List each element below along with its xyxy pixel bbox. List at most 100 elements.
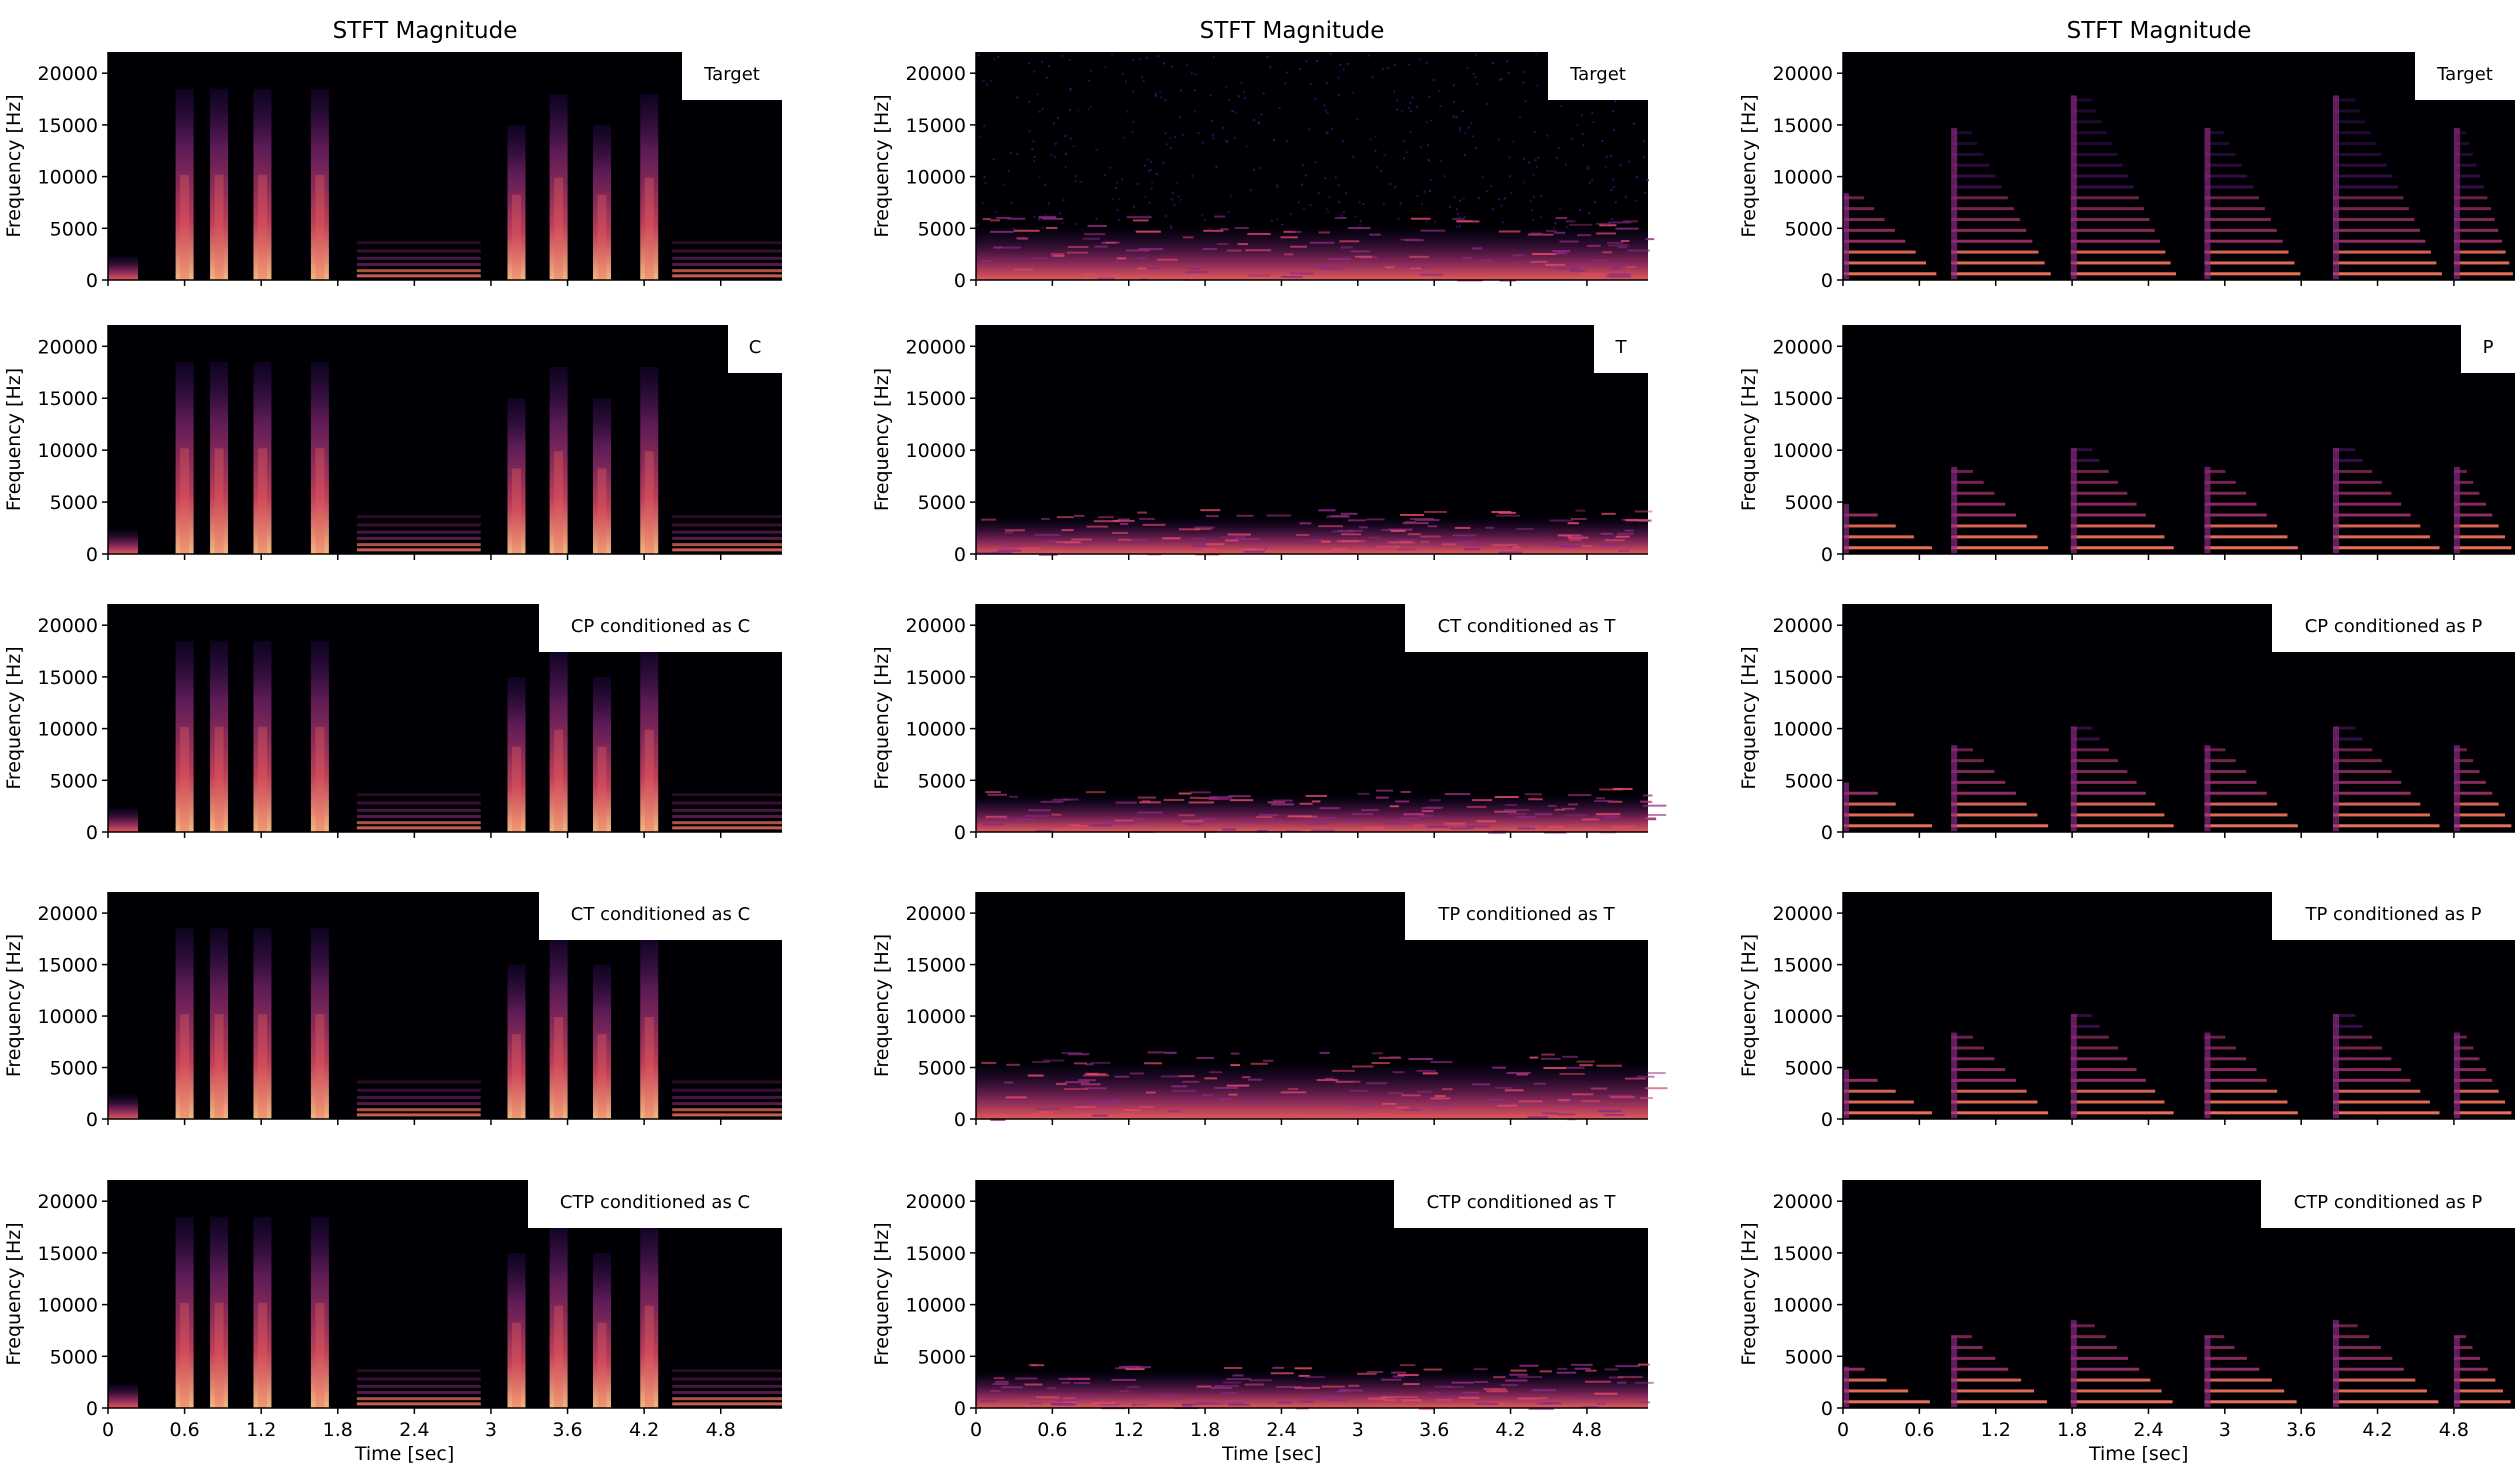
spectrogram-harmonic bbox=[1951, 502, 2006, 506]
spectrogram-noise bbox=[1434, 220, 1437, 223]
spectrogram-noise bbox=[1309, 204, 1312, 207]
spectrogram-noise bbox=[1472, 135, 1475, 138]
spectrogram-harmonic bbox=[2070, 491, 2128, 495]
spectrogram-partial bbox=[1326, 1399, 1348, 1402]
spectrogram-noise bbox=[1278, 107, 1281, 110]
x-tick-label: 1.2 bbox=[1114, 1419, 1144, 1441]
spectrogram-noise bbox=[1045, 76, 1048, 79]
spectrogram-noise bbox=[1164, 214, 1167, 217]
y-tick-label: 15000 bbox=[1773, 955, 1833, 977]
spectrogram-harmonic bbox=[1951, 1389, 2035, 1393]
spectrogram-harmonic bbox=[1951, 480, 1984, 484]
spectrogram-harmonic bbox=[2333, 185, 2398, 189]
spectrogram-harmonic bbox=[1951, 1335, 1972, 1339]
panel-label: T bbox=[1615, 337, 1628, 358]
spectrogram-partial bbox=[1234, 538, 1261, 541]
spectrogram-partial bbox=[1528, 798, 1543, 801]
y-axis-label: Frequency [Hz] bbox=[3, 1222, 25, 1365]
y-tick-label: 0 bbox=[1821, 1398, 1833, 1420]
panel-label-box bbox=[2461, 325, 2515, 373]
spectrogram-partial bbox=[1400, 263, 1409, 266]
spectrogram-partial bbox=[1277, 1401, 1292, 1404]
spectrogram-noise bbox=[1609, 155, 1612, 158]
spectrogram-noise bbox=[1162, 161, 1165, 164]
spectrogram-harmonic bbox=[1951, 152, 1984, 156]
spectrogram-harmonic bbox=[2204, 791, 2267, 795]
spectrogram-partial bbox=[1350, 1089, 1368, 1092]
spectrogram-partial bbox=[1401, 1399, 1422, 1402]
spectrogram-harmonic bbox=[1951, 802, 2027, 806]
spectrogram-noise bbox=[1430, 119, 1433, 122]
spectrogram-noise bbox=[1122, 136, 1125, 139]
spectrogram-partial bbox=[993, 1377, 1005, 1380]
spectrogram-harmonic bbox=[1843, 802, 1896, 806]
spectrogram-harmonic bbox=[672, 814, 782, 818]
spectrogram-harmonic bbox=[356, 274, 481, 278]
spectrogram-partial bbox=[1367, 829, 1386, 832]
spectrogram-noise bbox=[1243, 90, 1246, 93]
spectrogram-partial bbox=[1171, 1085, 1188, 1088]
spectrogram-noise bbox=[1419, 146, 1422, 149]
spectrogram-noise bbox=[1036, 93, 1039, 96]
spectrogram-noise bbox=[986, 83, 989, 86]
spectrogram-partial bbox=[998, 549, 1022, 552]
x-tick-label: 2.4 bbox=[2133, 1419, 2163, 1441]
spectrogram-harmonic bbox=[2333, 98, 2356, 102]
spectrogram-noise bbox=[1578, 209, 1581, 212]
spectrogram-partial bbox=[1180, 277, 1190, 280]
spectrogram-noise bbox=[1087, 107, 1090, 110]
spectrogram-noise bbox=[1601, 139, 1604, 142]
spectrogram-partial bbox=[1205, 515, 1219, 518]
spectrogram-partial bbox=[1494, 810, 1517, 813]
spectrogram-partial bbox=[1568, 262, 1593, 265]
spectrogram-partial bbox=[1230, 1064, 1241, 1067]
spectrogram-partial bbox=[987, 793, 1007, 796]
spectrogram-harmonic bbox=[356, 808, 481, 812]
spectrogram-partial bbox=[1271, 803, 1294, 806]
spectrogram-noise bbox=[1540, 195, 1543, 198]
spectrogram-harmonic bbox=[2070, 1346, 2117, 1350]
y-tick-label: 10000 bbox=[1773, 1006, 1833, 1028]
spectrogram-partial bbox=[1476, 820, 1497, 823]
spectrogram-partial bbox=[1391, 1371, 1407, 1374]
spectrogram-noise bbox=[1358, 224, 1361, 227]
spectrogram-content bbox=[1843, 448, 2512, 554]
x-tick-label: 3.6 bbox=[2286, 1419, 2316, 1441]
spectrogram-harmonic bbox=[2070, 726, 2093, 730]
spectrogram-partial bbox=[1454, 526, 1471, 529]
spectrogram-noise bbox=[1474, 53, 1477, 56]
spectrogram-noise bbox=[1118, 219, 1121, 222]
spectrogram-harmonic bbox=[2453, 480, 2474, 484]
spectrogram-harmonic bbox=[2453, 1035, 2467, 1039]
spectrogram-harmonic bbox=[356, 548, 481, 552]
spectrogram-harmonic bbox=[2453, 780, 2486, 784]
spectrogram-harmonic bbox=[1843, 791, 1878, 795]
plot-area bbox=[1843, 325, 2515, 554]
spectrogram-harmonic bbox=[2070, 218, 2150, 222]
spectrogram-noise bbox=[1069, 108, 1072, 111]
spectrogram-noise bbox=[1619, 164, 1622, 167]
spectrogram-noise bbox=[1427, 159, 1430, 162]
spectrogram-harmonic bbox=[2453, 196, 2488, 200]
y-tick-label: 0 bbox=[86, 1398, 98, 1420]
y-tick-label: 10000 bbox=[906, 440, 966, 462]
spectrogram-partial bbox=[1017, 547, 1041, 550]
spectrogram-noise bbox=[1164, 99, 1167, 102]
x-tick-label: 0 bbox=[970, 1419, 982, 1441]
spectrogram-burst-core bbox=[180, 448, 190, 554]
spectrogram-noise bbox=[1393, 63, 1396, 66]
y-tick-label: 5000 bbox=[50, 218, 98, 240]
spectrogram-partial bbox=[1618, 1376, 1643, 1379]
spectrogram-noise bbox=[1111, 198, 1114, 201]
spectrogram-harmonic bbox=[1951, 1367, 2009, 1371]
spectrogram-noise bbox=[1470, 121, 1473, 124]
spectrogram-burst-core bbox=[214, 174, 224, 280]
spectrogram-burst bbox=[253, 88, 272, 280]
spectrogram-partial bbox=[1624, 529, 1634, 532]
spectrogram-partial bbox=[1354, 255, 1372, 258]
spectrogram-noise bbox=[1324, 177, 1327, 180]
spectrogram-partial bbox=[1097, 277, 1115, 280]
spectrogram-partial bbox=[1043, 1059, 1065, 1062]
spectrogram-noise bbox=[1498, 78, 1501, 81]
